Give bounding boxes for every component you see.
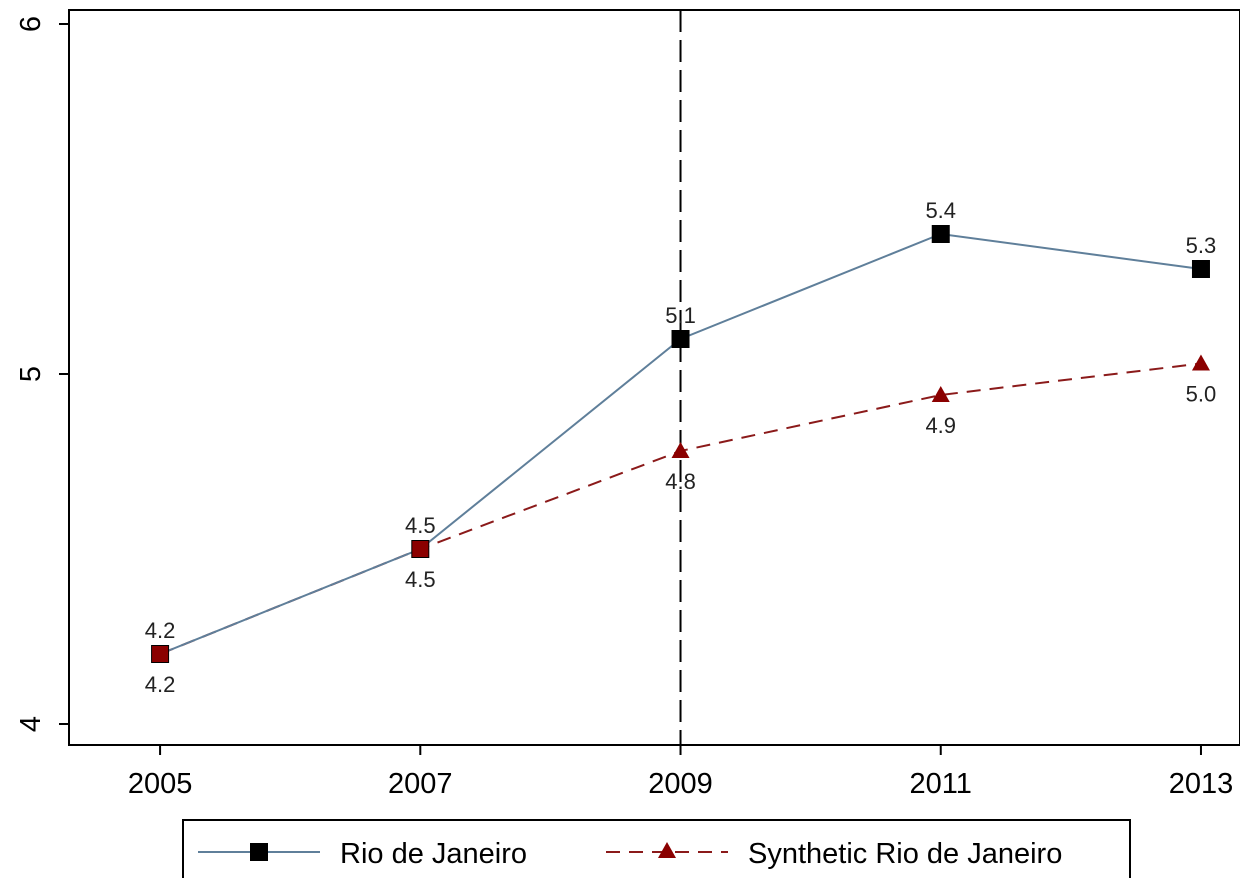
x-tick-label-2009: 2009 — [648, 768, 713, 800]
marker-synthetic-2011 — [931, 386, 950, 402]
marker-synthetic-2007 — [412, 541, 429, 557]
plot-frame — [68, 9, 1240, 746]
legend: Rio de Janeiro Synthetic Rio de Janeiro — [182, 819, 1131, 878]
data-label-synthetic-2009: 4.8 — [665, 469, 696, 494]
data-label-rio-2013: 5.3 — [1186, 233, 1217, 258]
marker-synthetic-2005 — [152, 646, 169, 662]
x-tick-label-2005: 2005 — [128, 768, 193, 800]
data-label-synthetic-2013: 5.0 — [1186, 382, 1217, 407]
data-label-rio-2007: 4.5 — [405, 513, 436, 538]
y-tick-label-4: 4 — [15, 716, 47, 732]
x-tick-label-2007: 2007 — [388, 768, 453, 800]
x-axis: 2005 2007 2009 2011 2013 — [128, 745, 1233, 800]
legend-label-rio: Rio de Janeiro — [340, 838, 527, 870]
data-labels-layer: 4.2 4.2 4.5 4.5 5.1 4.8 5.4 4.9 5.3 5.0 — [145, 198, 1216, 697]
data-label-synthetic-2005: 4.2 — [145, 672, 176, 697]
y-tick-label-5: 5 — [15, 366, 47, 382]
series-layer — [151, 225, 1210, 663]
y-axis: 4 5 6 — [15, 16, 69, 732]
legend-marker-triangle — [658, 842, 676, 858]
legend-label-synthetic: Synthetic Rio de Janeiro — [748, 838, 1062, 870]
data-label-synthetic-2007: 4.5 — [405, 567, 436, 592]
marker-rio-2009 — [671, 330, 690, 348]
data-label-rio-2011: 5.4 — [925, 198, 956, 223]
marker-rio-2011 — [931, 225, 950, 243]
marker-synthetic-2013 — [1191, 354, 1210, 371]
x-tick-label-2011: 2011 — [910, 768, 972, 800]
legend-marker-square — [250, 843, 268, 861]
x-tick-label-2013: 2013 — [1169, 768, 1234, 800]
marker-synthetic-2009 — [671, 442, 690, 458]
data-label-rio-2009: 5.1 — [665, 303, 696, 328]
legend-box — [182, 819, 1131, 878]
data-label-rio-2005: 4.2 — [145, 618, 176, 643]
y-tick-label-6: 6 — [15, 16, 47, 32]
data-label-synthetic-2011: 4.9 — [925, 413, 956, 438]
marker-rio-2013 — [1191, 260, 1210, 278]
